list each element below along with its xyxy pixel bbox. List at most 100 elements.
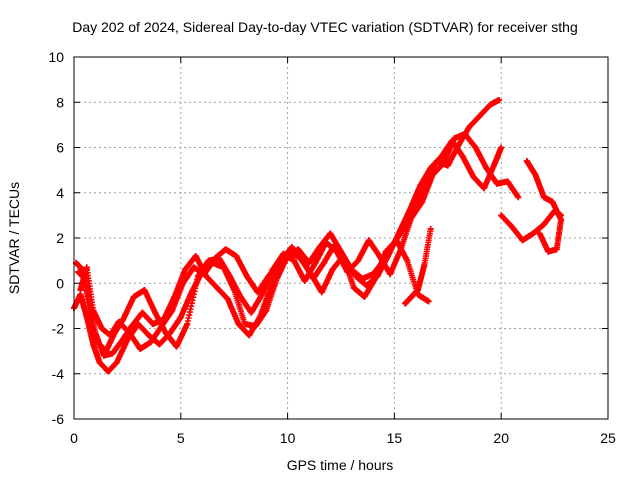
data-point bbox=[83, 264, 90, 271]
y-tick-label: -2 bbox=[52, 321, 65, 337]
data-point bbox=[444, 162, 451, 169]
data-point bbox=[265, 273, 272, 280]
data-point bbox=[340, 253, 347, 260]
data-point bbox=[451, 135, 458, 142]
data-point bbox=[549, 198, 556, 205]
x-axis-ticks: 0 5 10 15 20 25 bbox=[70, 57, 616, 446]
data-point bbox=[440, 160, 447, 167]
series-track-4 bbox=[77, 237, 432, 352]
data-point bbox=[117, 339, 124, 346]
data-point bbox=[224, 296, 231, 303]
data-point bbox=[109, 350, 116, 357]
data-point bbox=[427, 164, 434, 171]
data-point bbox=[491, 160, 498, 167]
data-point bbox=[182, 266, 189, 273]
data-point bbox=[498, 212, 505, 219]
data-point bbox=[320, 259, 327, 266]
data-point bbox=[226, 273, 233, 280]
data-point bbox=[487, 101, 494, 108]
series-track-1 bbox=[71, 96, 503, 375]
data-point bbox=[530, 230, 537, 237]
data-point bbox=[312, 259, 319, 266]
data-point bbox=[291, 257, 298, 264]
data-point bbox=[98, 325, 105, 332]
x-tick-label: 15 bbox=[387, 430, 403, 446]
data-point bbox=[425, 298, 432, 305]
data-point bbox=[222, 246, 229, 253]
data-point bbox=[414, 287, 421, 294]
data-point bbox=[147, 339, 154, 346]
series-marks bbox=[75, 130, 522, 355]
data-point bbox=[329, 266, 336, 273]
data-point bbox=[156, 341, 163, 348]
data-point bbox=[323, 239, 330, 246]
data-point bbox=[498, 144, 505, 151]
data-point bbox=[113, 359, 120, 366]
data-point bbox=[427, 225, 434, 232]
data-point bbox=[214, 284, 221, 291]
data-point bbox=[258, 291, 265, 298]
data-point bbox=[237, 293, 244, 300]
data-point bbox=[355, 257, 362, 264]
data-point bbox=[150, 320, 157, 327]
data-series-layer bbox=[71, 96, 565, 375]
data-point bbox=[515, 194, 522, 201]
data-point bbox=[103, 348, 110, 355]
y-axis-label: SDTVAR / TECUs bbox=[6, 182, 22, 294]
data-point bbox=[483, 164, 490, 171]
data-point bbox=[286, 248, 293, 255]
data-point bbox=[179, 280, 186, 287]
data-point bbox=[246, 332, 253, 339]
data-point bbox=[301, 277, 308, 284]
data-point bbox=[540, 194, 547, 201]
data-point bbox=[404, 257, 411, 264]
data-point bbox=[350, 284, 357, 291]
data-point bbox=[241, 320, 248, 327]
data-point bbox=[545, 248, 552, 255]
data-point bbox=[130, 293, 137, 300]
data-point bbox=[276, 259, 283, 266]
data-point bbox=[361, 293, 368, 300]
data-point bbox=[408, 214, 415, 221]
data-point bbox=[128, 323, 135, 330]
data-point bbox=[472, 144, 479, 151]
x-tick-label: 0 bbox=[70, 430, 78, 446]
data-point bbox=[305, 259, 312, 266]
chart-title: Day 202 of 2024, Sidereal Day-to-day VTE… bbox=[72, 19, 578, 35]
data-point bbox=[395, 230, 402, 237]
data-point bbox=[244, 273, 251, 280]
data-point bbox=[421, 262, 428, 269]
data-point bbox=[504, 178, 511, 185]
data-point bbox=[184, 320, 191, 327]
data-point bbox=[235, 320, 242, 327]
data-point bbox=[318, 289, 325, 296]
data-point bbox=[553, 246, 560, 253]
data-point bbox=[333, 248, 340, 255]
data-point bbox=[297, 255, 304, 262]
data-point bbox=[137, 345, 144, 352]
data-point bbox=[141, 287, 148, 294]
data-point bbox=[417, 182, 424, 189]
data-point bbox=[173, 343, 180, 350]
data-point bbox=[248, 309, 255, 316]
data-point bbox=[126, 330, 133, 337]
data-point bbox=[402, 300, 409, 307]
data-point bbox=[75, 268, 82, 275]
data-point bbox=[139, 309, 146, 316]
y-tick-label: 2 bbox=[56, 230, 64, 246]
x-tick-label: 25 bbox=[600, 430, 616, 446]
data-point bbox=[461, 130, 468, 137]
data-point bbox=[96, 359, 103, 366]
data-point bbox=[162, 330, 169, 337]
data-point bbox=[152, 309, 159, 316]
series-marks bbox=[71, 97, 503, 375]
y-tick-label: 4 bbox=[56, 185, 64, 201]
data-point bbox=[94, 339, 101, 346]
series-track-3 bbox=[75, 130, 522, 355]
data-point bbox=[115, 318, 122, 325]
y-tick-label: -4 bbox=[52, 366, 65, 382]
series-marks bbox=[523, 158, 564, 255]
data-point bbox=[496, 96, 503, 103]
data-point bbox=[493, 180, 500, 187]
